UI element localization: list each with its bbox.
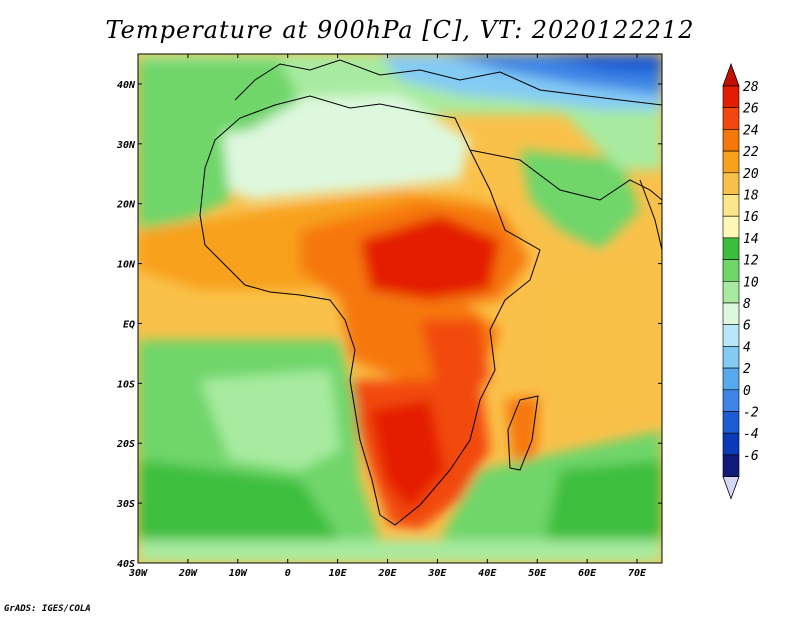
lon-tick-label: 30E xyxy=(427,568,447,579)
colorbar-segment xyxy=(722,259,740,282)
lat-tick-label: 30N xyxy=(116,140,136,151)
lat-tick-label: 20S xyxy=(116,439,135,450)
colorbar-bottom-arrow xyxy=(722,476,740,500)
lat-tick-label: 10N xyxy=(117,260,136,271)
europe-coastline xyxy=(234,59,662,106)
lon-tick-label: 70E xyxy=(628,568,647,579)
colorbar-segment xyxy=(722,454,740,477)
colorbar-segment xyxy=(722,302,740,326)
colorbar-label: 22 xyxy=(743,145,759,160)
lon-tick-label: 40E xyxy=(478,568,497,579)
india-coastline xyxy=(639,179,662,251)
coastlines xyxy=(199,59,662,526)
lat-tick-label: 20N xyxy=(116,200,136,211)
colorbar-segment xyxy=(722,432,740,456)
lat-tick-label: 30S xyxy=(116,499,135,510)
lon-tick-label: 20W xyxy=(178,568,198,579)
colorbar-label: 2 xyxy=(743,362,751,377)
colorbar-label: 10 xyxy=(743,275,759,290)
map-frame xyxy=(137,53,663,564)
colorbar-label: 24 xyxy=(743,123,759,138)
colorbar-label: 0 xyxy=(743,384,751,399)
colorbar-segment xyxy=(722,150,740,174)
colorbar-segment xyxy=(722,129,740,152)
colorbar-segment xyxy=(722,389,740,412)
madagascar-coastline xyxy=(507,395,539,471)
colorbar-label: 4 xyxy=(743,340,751,355)
colorbar-segment xyxy=(722,346,740,369)
lon-tick-label: 10E xyxy=(329,568,348,579)
colorbar-label: 26 xyxy=(743,102,759,117)
lon-tick-label: 10W xyxy=(229,568,248,579)
colorbar-segment xyxy=(722,324,740,347)
lon-tick-label: 20E xyxy=(377,568,397,579)
colorbar-segment xyxy=(722,237,740,260)
colorbar-segment xyxy=(722,367,740,391)
colorbar-label: 14 xyxy=(743,232,759,247)
colorbar-top-arrow xyxy=(722,62,740,87)
colorbar-segment xyxy=(722,411,740,434)
lon-axis: 30W 20W 10W 0 10E 20E 30E 40E 50E 60E 70E xyxy=(128,54,647,579)
colorbar-label: 12 xyxy=(743,254,759,269)
colorbar-segment xyxy=(722,85,740,109)
colorbar-label: -4 xyxy=(743,427,759,442)
colorbar-label: 16 xyxy=(743,210,759,225)
lat-tick-label: 40S xyxy=(117,559,135,570)
lon-tick-label: 0 xyxy=(285,568,291,579)
colorbar-label: 18 xyxy=(743,189,759,204)
map-figure: 30W 20W 10W 0 10E 20E 30E 40E 50E 60E 70E 40N30N20… xyxy=(116,53,759,579)
page-title: Temperature at 900hPa [C], VT: 202012221… xyxy=(105,16,695,44)
colorbar-segment xyxy=(722,280,740,304)
temperature-field xyxy=(138,54,662,563)
lat-tick-label: 10S xyxy=(117,379,135,390)
colorbar-segment xyxy=(722,172,740,195)
colorbar-label: -2 xyxy=(743,406,759,421)
colorbar-label: 8 xyxy=(743,297,751,312)
colorbar-label: 6 xyxy=(743,319,751,334)
lon-tick-label: 50E xyxy=(528,568,547,579)
colorbar-label: -6 xyxy=(743,449,759,464)
colorbar-segment xyxy=(722,194,740,217)
footer-credit: GrADS: IGES/COLA xyxy=(4,604,91,614)
colorbar-segment xyxy=(722,215,740,239)
colorbar-label: 20 xyxy=(743,167,759,182)
africa-coastline xyxy=(199,95,541,526)
colorbar-segment xyxy=(722,107,740,130)
lat-tick-label: EQ xyxy=(123,319,135,330)
lon-tick-label: 60E xyxy=(578,568,597,579)
lat-tick-label: 40N xyxy=(117,80,136,91)
lat-axis: 40N 30N 20N 10N EQ 10S 20S 30S 40S xyxy=(116,80,662,570)
arabia-coastline xyxy=(469,149,662,201)
colorbar-label: 28 xyxy=(743,80,759,95)
lon-tick-label: 30W xyxy=(128,568,148,579)
